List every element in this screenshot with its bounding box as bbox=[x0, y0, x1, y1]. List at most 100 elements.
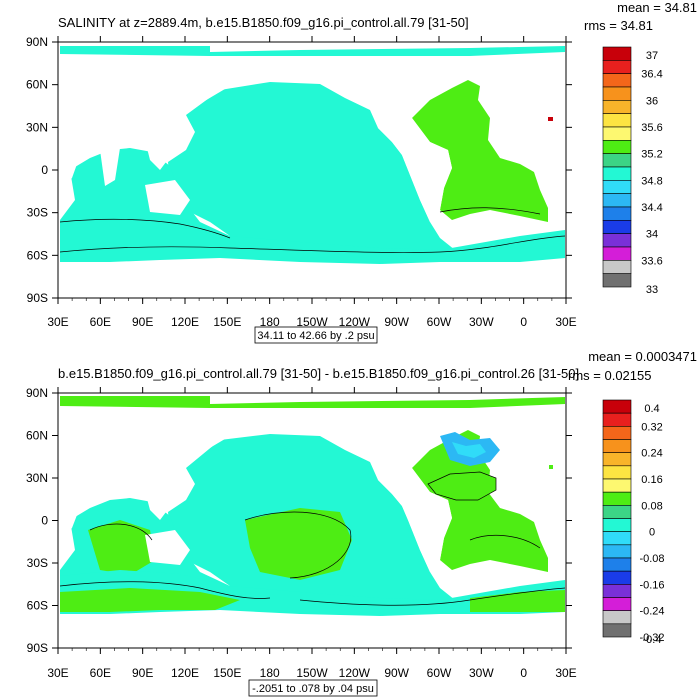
land-americas bbox=[378, 100, 452, 222]
contour-line bbox=[89, 523, 153, 541]
colorbar-label: 33 bbox=[646, 284, 658, 296]
land-asia bbox=[58, 410, 230, 465]
panel-2: b.e15.B1850.f09_g16.pi_control.all.79 [3… bbox=[26, 349, 697, 697]
land-australia bbox=[145, 180, 190, 215]
x-tick-label: 0 bbox=[520, 666, 527, 680]
x-tick-label: 30E bbox=[555, 315, 576, 329]
colorbar-swatch bbox=[602, 557, 632, 572]
colorbar-label: 0.32 bbox=[641, 421, 662, 433]
land-australia bbox=[145, 530, 190, 565]
panel-1-mean: mean = 34.81 bbox=[617, 0, 697, 15]
colorbar-swatch bbox=[602, 570, 632, 585]
pacific-field bbox=[168, 82, 455, 258]
colorbar-label: 34 bbox=[646, 229, 658, 241]
colorbar-swatch bbox=[602, 465, 632, 480]
hotspot bbox=[549, 465, 553, 469]
panel-1-contour-info: 34.11 to 42.66 by .2 psu bbox=[257, 330, 374, 342]
colorbar-label: -0.4 bbox=[643, 634, 662, 646]
nordic-negative-core bbox=[452, 442, 486, 458]
x-tick-label: 30E bbox=[47, 666, 68, 680]
colorbar-label: -0.32 bbox=[639, 632, 664, 644]
x-tick-label: 150W bbox=[296, 315, 328, 329]
colorbar-label: 0.24 bbox=[641, 448, 662, 460]
arctic-field bbox=[60, 46, 565, 56]
y-tick-label: 60S bbox=[27, 599, 48, 613]
x-tick-label: 30W bbox=[469, 315, 494, 329]
arctic-field bbox=[60, 396, 565, 408]
y-tick-label: 30N bbox=[26, 120, 48, 134]
colorbar-swatch bbox=[602, 86, 632, 101]
atlantic-field bbox=[412, 80, 548, 222]
x-tick-label: 120E bbox=[171, 315, 199, 329]
y-tick-label: 60S bbox=[27, 248, 48, 262]
southern-field bbox=[60, 220, 565, 264]
colorbar-swatch bbox=[602, 505, 632, 519]
panel-1: SALINITY at z=2889.4m, b.e15.B1850.f09_g… bbox=[26, 0, 697, 344]
colorbar-swatch bbox=[602, 113, 632, 128]
x-tick-label: 60E bbox=[90, 315, 111, 329]
colorbar-label: 36 bbox=[646, 95, 658, 107]
panel-1-colorbar: 37 36.4 36 35.6 35.2 34.8 34.4 34 33.6 33 bbox=[602, 46, 663, 296]
colorbar-label: 0 bbox=[649, 527, 655, 539]
colorbar-swatch bbox=[602, 531, 632, 546]
colorbar-swatch bbox=[602, 140, 632, 154]
colorbar-label: 0.08 bbox=[641, 500, 662, 512]
x-tick-label: 30E bbox=[47, 315, 68, 329]
x-tick-label: 180 bbox=[260, 315, 280, 329]
y-tick-label: 30S bbox=[27, 556, 48, 570]
x-tick-label: 90E bbox=[132, 666, 153, 680]
colorbar-label: 0.16 bbox=[641, 474, 662, 486]
contour-line bbox=[299, 587, 566, 606]
x-tick-label: 150E bbox=[213, 315, 241, 329]
panel-2-map bbox=[58, 396, 566, 648]
y-tick-label: 60N bbox=[26, 429, 48, 443]
colorbar-label: 35.2 bbox=[641, 149, 662, 161]
southern-green-2 bbox=[470, 590, 565, 612]
colorbar-swatch bbox=[602, 399, 632, 414]
panel-2-info-box bbox=[248, 679, 378, 697]
x-tick-label: 30W bbox=[469, 666, 494, 680]
land-africa bbox=[60, 470, 82, 540]
colorbar-label: 34.4 bbox=[641, 202, 662, 214]
panel-2-contour-info: -.2051 to .078 by .04 psu bbox=[252, 683, 374, 695]
colorbar-swatch bbox=[602, 193, 632, 208]
atlantic-field bbox=[412, 430, 548, 572]
panel-1-axes: 30E 60E 90E 120E 150E 180 150W 120W 90W 60W 30W 0 30… bbox=[26, 35, 577, 329]
panel-2-colorbar: 0.4 0.32 0.24 0.16 0.08 0 -0.08 -0.16 -0.24 -0.32… bbox=[602, 399, 665, 646]
y-tick-label: 30S bbox=[27, 206, 48, 220]
panel-1-map bbox=[58, 46, 566, 298]
contour-line bbox=[59, 235, 566, 253]
southern-green-1 bbox=[60, 588, 240, 612]
colorbar-swatch bbox=[602, 180, 632, 194]
contour-line bbox=[59, 218, 231, 239]
hotspot bbox=[548, 117, 553, 121]
x-tick-label: 60W bbox=[427, 315, 452, 329]
colorbar-swatch bbox=[602, 597, 632, 611]
colorbar-swatch bbox=[602, 426, 632, 440]
land-india bbox=[100, 148, 120, 186]
panel-1-rms: rms = 34.81 bbox=[584, 18, 653, 33]
y-tick-label: 90N bbox=[26, 386, 48, 400]
panel-1-title: SALINITY at z=2889.4m, b.e15.B1850.f09_g… bbox=[58, 15, 469, 30]
land-europe bbox=[488, 60, 565, 120]
x-tick-label: 0 bbox=[520, 315, 527, 329]
colorbar-label: -0.16 bbox=[639, 579, 664, 591]
colorbar-swatch bbox=[602, 246, 632, 261]
x-tick-label: 120W bbox=[339, 666, 371, 680]
y-tick-label: 90N bbox=[26, 35, 48, 49]
y-tick-label: 60N bbox=[26, 78, 48, 92]
colorbar-swatch bbox=[602, 491, 632, 506]
x-tick-label: 120W bbox=[339, 315, 371, 329]
land-antarctica bbox=[60, 270, 565, 298]
colorbar-swatch bbox=[602, 100, 632, 114]
colorbar-swatch bbox=[602, 220, 632, 234]
colorbar-swatch bbox=[602, 544, 632, 559]
contour-line bbox=[439, 207, 541, 215]
x-tick-label: 120E bbox=[171, 666, 199, 680]
x-tick-label: 60W bbox=[427, 666, 452, 680]
contour-line bbox=[469, 535, 541, 549]
colorbar-label: -0.24 bbox=[639, 606, 664, 618]
colorbar-swatch bbox=[602, 584, 632, 598]
panel-1-info-box bbox=[254, 326, 378, 344]
